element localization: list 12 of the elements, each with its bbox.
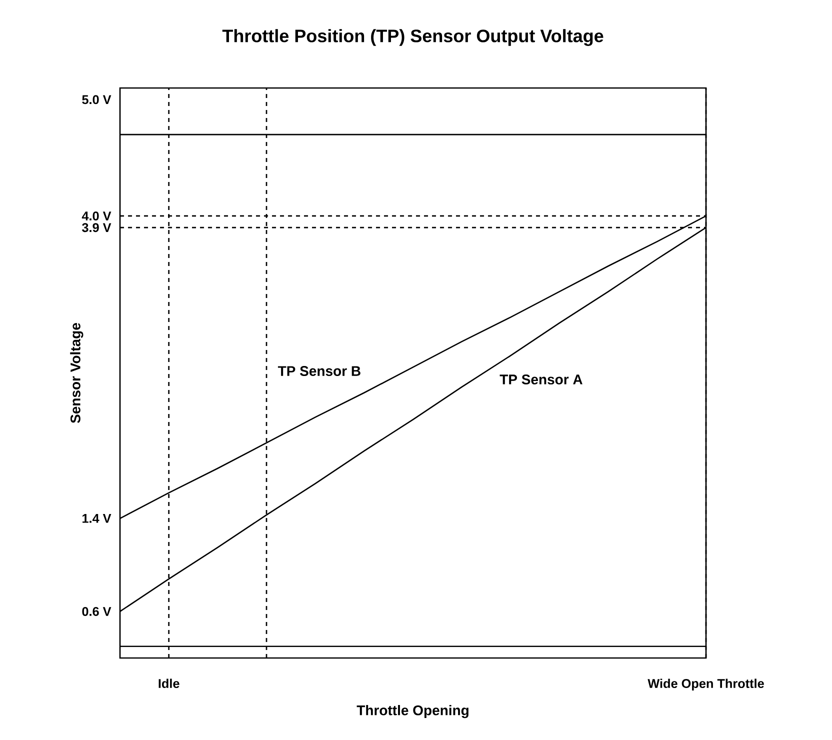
y-tick-label: 4.0 V: [82, 211, 112, 220]
y-tick-label: 3.9 V: [82, 223, 112, 232]
y-axis-title: Sensor Voltage: [70, 323, 84, 424]
y-tick-label: 5.0 V: [82, 95, 112, 104]
series-label: TP Sensor B: [278, 366, 360, 376]
series-label: TP Sensor A: [500, 374, 582, 384]
chart-title: Throttle Position (TP) Sensor Output Voltage: [222, 29, 604, 46]
y-tick-label: 1.4 V: [82, 514, 112, 523]
x-axis-title: Throttle Opening: [356, 705, 468, 718]
x-tick-label: Wide Open Throttle: [648, 678, 764, 691]
y-tick-label: 0.6 V: [82, 606, 112, 616]
x-tick-label: Idle: [158, 678, 180, 688]
